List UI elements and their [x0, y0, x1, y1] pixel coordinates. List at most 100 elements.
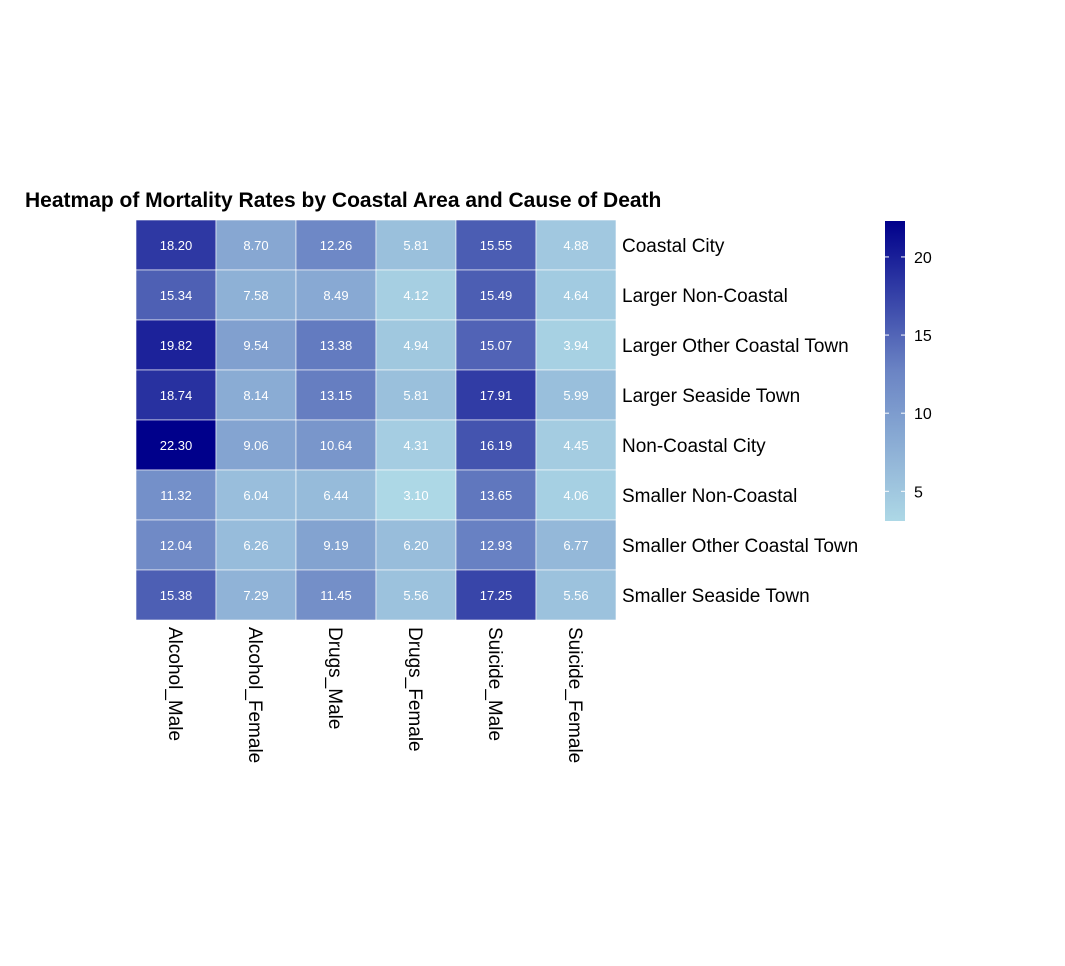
heatmap-cell — [135, 519, 217, 571]
cell-value-label: 4.45 — [563, 438, 588, 453]
cell-value-label: 5.81 — [403, 238, 428, 253]
heatmap-cell — [375, 419, 457, 471]
heatmap-cell — [295, 319, 377, 371]
heatmap-cell — [135, 469, 217, 521]
heatmap-cell — [135, 569, 217, 621]
heatmap-cell — [215, 519, 297, 571]
legend-tick-label: 20 — [914, 250, 932, 267]
column-label: Drugs_Male — [324, 627, 345, 729]
heatmap-cell — [535, 219, 617, 271]
cell-value-label: 4.64 — [563, 288, 588, 303]
cell-value-label: 12.26 — [320, 238, 353, 253]
cell-value-label: 5.56 — [563, 588, 588, 603]
heatmap-cell — [535, 569, 617, 621]
row-label: Smaller Other Coastal Town — [622, 536, 858, 557]
heatmap-cell — [295, 369, 377, 421]
cell-value-label: 7.58 — [243, 288, 268, 303]
heatmap-cell — [375, 519, 457, 571]
row-label: Smaller Non-Coastal — [622, 486, 797, 507]
cell-value-label: 9.19 — [323, 538, 348, 553]
cell-value-label: 4.31 — [403, 438, 428, 453]
heatmap-cell — [375, 369, 457, 421]
cell-value-label: 13.38 — [320, 338, 353, 353]
cell-value-label: 10.64 — [320, 438, 353, 453]
cell-value-label: 4.94 — [403, 338, 428, 353]
cell-value-label: 12.04 — [160, 538, 193, 553]
cell-value-label: 15.07 — [480, 338, 513, 353]
row-labels: Coastal City Larger Non-Coastal Larger Oth… — [622, 236, 858, 607]
cell-value-label: 8.49 — [323, 288, 348, 303]
heatmap-cell — [535, 369, 617, 421]
cell-value-label: 5.81 — [403, 388, 428, 403]
row-label: Coastal City — [622, 236, 725, 257]
heatmap-cell — [375, 269, 457, 321]
heatmap-cell — [215, 269, 297, 321]
column-label: Alcohol_Male — [164, 627, 185, 741]
cell-value-label: 18.20 — [160, 238, 193, 253]
color-legend: 5 10 15 20 — [885, 221, 932, 521]
heatmap-cells: 18.20 8.70 12.26 5.81 15.55 4.88 15.34 7.58 8.49… — [135, 219, 617, 621]
row-label: Larger Non-Coastal — [622, 286, 788, 307]
heatmap-cell — [455, 369, 537, 421]
heatmap-cell — [455, 219, 537, 271]
cell-value-label: 22.30 — [160, 438, 193, 453]
cell-value-label: 6.44 — [323, 488, 348, 503]
heatmap-cell — [375, 569, 457, 621]
cell-value-label: 11.32 — [160, 488, 192, 503]
heatmap-cell — [215, 319, 297, 371]
cell-value-label: 15.49 — [480, 288, 513, 303]
heatmap-cell — [215, 369, 297, 421]
cell-value-label: 5.56 — [403, 588, 428, 603]
cell-value-label: 6.26 — [243, 538, 268, 553]
row-label: Smaller Seaside Town — [622, 586, 810, 607]
cell-value-label: 3.10 — [403, 488, 428, 503]
cell-value-label: 9.54 — [243, 338, 268, 353]
cell-value-label: 7.29 — [243, 588, 268, 603]
cell-value-label: 16.19 — [480, 438, 513, 453]
cell-value-label: 4.12 — [403, 288, 428, 303]
heatmap-cell — [375, 319, 457, 371]
column-labels: Alcohol_Male Alcohol_Female Drugs_Male Drug… — [164, 627, 585, 763]
heatmap-cell — [295, 219, 377, 271]
legend-tick-label: 15 — [914, 328, 932, 345]
heatmap-cell — [535, 469, 617, 521]
cell-value-label: 5.99 — [563, 388, 588, 403]
cell-value-label: 15.34 — [160, 288, 193, 303]
column-label: Alcohol_Female — [244, 627, 265, 763]
cell-value-label: 13.15 — [320, 388, 353, 403]
cell-value-label: 6.20 — [403, 538, 428, 553]
heatmap-cell — [295, 419, 377, 471]
row-label: Larger Other Coastal Town — [622, 336, 849, 357]
heatmap-cell — [135, 219, 217, 271]
legend-tick-label: 10 — [914, 406, 932, 423]
heatmap-cell — [135, 419, 217, 471]
cell-value-label: 11.45 — [320, 588, 352, 603]
heatmap-cell — [455, 319, 537, 371]
heatmap-cell — [535, 419, 617, 471]
heatmap-cell — [535, 519, 617, 571]
heatmap-cell — [135, 319, 217, 371]
cell-value-label: 17.91 — [480, 388, 513, 403]
chart-title: Heatmap of Mortality Rates by Coastal Ar… — [25, 189, 661, 212]
row-label: Larger Seaside Town — [622, 386, 800, 407]
cell-value-label: 15.55 — [480, 238, 513, 253]
cell-value-label: 8.70 — [243, 238, 268, 253]
heatmap-cell — [455, 569, 537, 621]
cell-value-label: 12.93 — [480, 538, 513, 553]
cell-value-label: 15.38 — [160, 588, 193, 603]
cell-value-label: 8.14 — [243, 388, 268, 403]
cell-value-label: 4.88 — [563, 238, 588, 253]
cell-value-label: 3.94 — [563, 338, 588, 353]
cell-value-label: 19.82 — [160, 338, 193, 353]
legend-colorbar — [885, 221, 905, 521]
column-label: Suicide_Female — [564, 627, 585, 763]
cell-value-label: 13.65 — [480, 488, 513, 503]
column-label: Suicide_Male — [484, 627, 505, 741]
cell-value-label: 6.04 — [243, 488, 268, 503]
cell-value-label: 18.74 — [160, 388, 193, 403]
heatmap-cell — [295, 519, 377, 571]
cell-value-label: 4.06 — [563, 488, 588, 503]
heatmap-cell — [455, 469, 537, 521]
cell-value-label: 6.77 — [563, 538, 588, 553]
